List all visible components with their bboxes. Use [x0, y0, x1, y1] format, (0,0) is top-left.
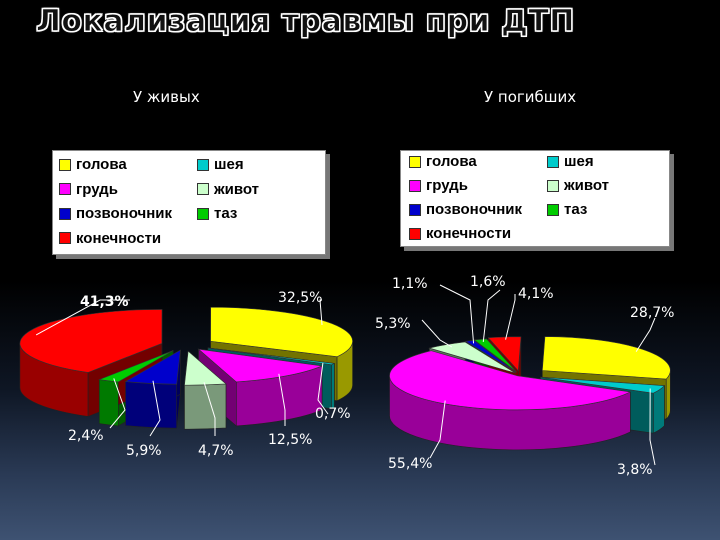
- legend-item-0: голова: [59, 156, 127, 173]
- slice-конечности: [19, 309, 163, 373]
- legend-swatch: [197, 183, 209, 195]
- leader-line: [203, 382, 216, 436]
- legend-swatch: [59, 158, 71, 171]
- slice-side-3: [184, 383, 227, 430]
- legend-swatch: [409, 203, 421, 216]
- legend-swatch: [547, 155, 559, 168]
- leader-line: [635, 317, 656, 352]
- legend-swatch: [409, 179, 421, 192]
- legend-item-2: грудь: [409, 177, 468, 194]
- slice-живот: [428, 341, 516, 374]
- slice-таз: [473, 338, 517, 373]
- slice-side-4: [125, 381, 178, 429]
- data-label: 12,5%: [268, 432, 312, 448]
- chart-title-deceased: У погибших: [484, 88, 577, 106]
- data-label: 3,8%: [617, 462, 653, 478]
- slice-таз: [98, 350, 174, 383]
- legend-item-1: шея: [197, 156, 244, 173]
- page-title: Локализация травмы при ДТП: [36, 4, 575, 40]
- legend-label: живот: [214, 180, 260, 198]
- legend-label: таз: [564, 201, 588, 218]
- slice-шея: [207, 347, 336, 366]
- legend-label: голова: [426, 153, 477, 170]
- legend-label: голова: [76, 156, 127, 173]
- legend-label: конечности: [426, 225, 512, 242]
- legend-living: голова шея грудь живот позвоночник таз конечно…: [52, 150, 326, 255]
- data-label: 1,6%: [470, 274, 506, 290]
- legend-label: позвоночник: [76, 205, 173, 222]
- leader-line: [35, 299, 130, 336]
- legend-item-0: голова: [409, 153, 477, 170]
- legend-swatch: [409, 227, 421, 240]
- leader-line: [505, 294, 516, 340]
- legend-label: таз: [214, 205, 238, 222]
- slice-позвоночник: [124, 349, 181, 385]
- legend-item-5: таз: [197, 205, 237, 222]
- legend-item-4: позвоночник: [409, 201, 522, 218]
- legend-item-4: позвоночник: [59, 205, 172, 222]
- leader-line: [439, 284, 475, 344]
- data-label: 2,4%: [68, 428, 104, 444]
- leader-line: [317, 362, 329, 415]
- slice-конечности: [487, 336, 522, 372]
- pie-deceased: 28,7% 3,8% 55,4% 5,3% 1,1% 1,6% 4,1%: [375, 274, 674, 478]
- pie-living: 32,5% 0,7%12,5% 4,7% 5,9% 2,4% 41,3%: [19, 290, 353, 459]
- leader-line: [482, 289, 501, 342]
- leader-line: [278, 373, 286, 426]
- data-label: 28,7%: [630, 305, 674, 321]
- legend-item-2: грудь: [59, 181, 118, 198]
- slice-голова: [541, 336, 671, 380]
- leader-line: [421, 319, 453, 348]
- leader-line: [149, 380, 161, 437]
- data-label: 5,3%: [375, 316, 411, 332]
- data-label: 41,3%: [80, 294, 129, 310]
- legend-swatch: [547, 203, 559, 216]
- legend-swatch: [197, 158, 209, 171]
- leader-line: [109, 378, 126, 429]
- legend-label: грудь: [426, 177, 468, 194]
- legend-label: шея: [564, 153, 594, 170]
- leader-line: [319, 299, 323, 325]
- chart-title-living: У живых: [133, 88, 200, 106]
- leader-line: [649, 388, 656, 466]
- legend-swatch: [547, 179, 559, 192]
- slice-side-1: [653, 384, 665, 434]
- data-label: 5,9%: [126, 443, 162, 459]
- slice-шея: [540, 376, 666, 394]
- slice-голова: [210, 306, 353, 358]
- data-label: 32,5%: [278, 290, 322, 306]
- leader-line: [429, 400, 446, 459]
- slice-живот: [184, 350, 227, 386]
- slice-позвоночник: [464, 340, 517, 373]
- legend-deceased: голова шея грудь живот позвоночник таз конечно…: [400, 150, 670, 247]
- legend-item-6: конечности: [409, 225, 511, 242]
- legend-swatch: [59, 183, 71, 195]
- data-label: 0,7%: [315, 406, 351, 422]
- slice-side-1: [331, 362, 335, 410]
- legend-label: шея: [214, 156, 244, 173]
- legend-label: конечности: [76, 229, 162, 247]
- slice-side-5: [98, 379, 119, 427]
- data-label: 55,4%: [388, 456, 432, 472]
- legend-item-5: таз: [547, 201, 587, 218]
- legend-swatch: [59, 207, 71, 220]
- slice-грудь: [389, 350, 632, 411]
- legend-item-1: шея: [547, 153, 594, 170]
- legend-item-6: конечности: [59, 230, 161, 247]
- slice-грудь: [197, 348, 324, 383]
- legend-item-3: живот: [547, 177, 609, 194]
- legend-swatch: [197, 207, 209, 220]
- legend-label: грудь: [76, 180, 118, 198]
- legend-label: позвоночник: [426, 201, 523, 218]
- legend-label: живот: [564, 177, 610, 194]
- data-label: 4,7%: [198, 443, 234, 459]
- data-label: 4,1%: [518, 286, 554, 302]
- legend-swatch: [59, 232, 71, 244]
- legend-item-3: живот: [197, 181, 259, 198]
- legend-swatch: [409, 155, 421, 168]
- data-label: 1,1%: [392, 276, 428, 292]
